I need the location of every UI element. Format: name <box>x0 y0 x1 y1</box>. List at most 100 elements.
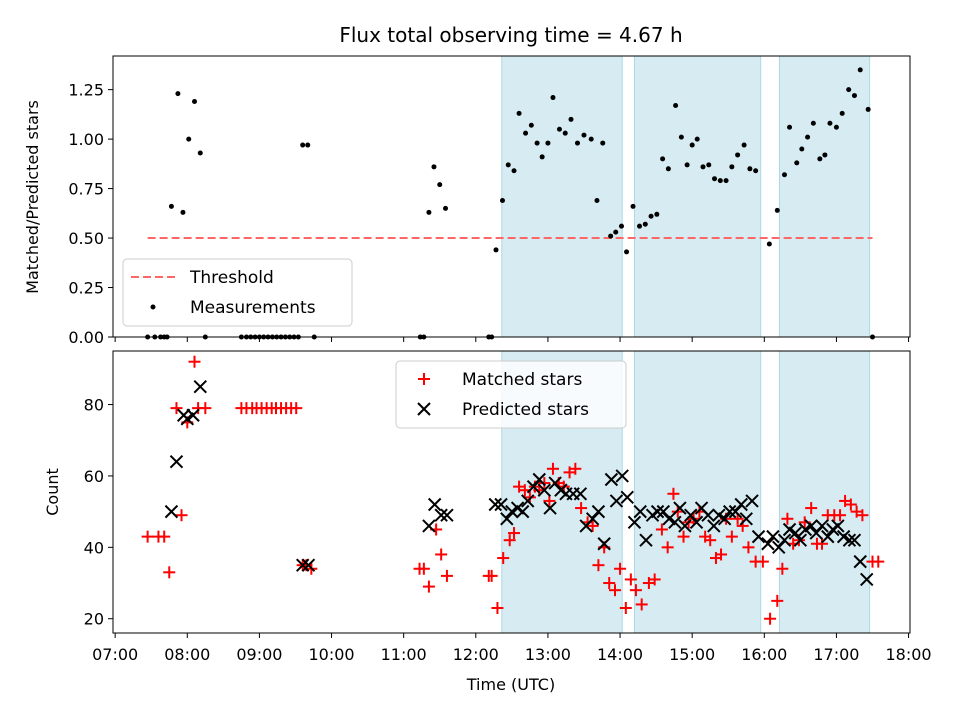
x-tick-label: 12:00 <box>453 645 499 664</box>
measurement-point <box>511 168 517 174</box>
measurement-point <box>729 164 735 170</box>
x-tick-label: 14:00 <box>597 645 643 664</box>
measurement-point <box>689 142 695 148</box>
measurement-point <box>741 142 747 148</box>
predicted-star-marker <box>668 515 682 530</box>
measurement-point <box>624 249 630 255</box>
predicted-star-marker <box>500 512 514 526</box>
measurement-point <box>505 162 511 168</box>
predicted-star-marker <box>793 533 808 547</box>
predicted-star-marker <box>620 490 634 505</box>
matched-star-marker <box>435 548 448 561</box>
measurement-point <box>594 197 600 203</box>
predicted-star-marker <box>821 529 835 544</box>
measurement-point <box>827 120 833 126</box>
predicted-star-marker <box>537 483 552 497</box>
predicted-star-marker <box>615 469 629 483</box>
x-tick-label: 15:00 <box>669 645 715 664</box>
legend-matched-label: Matched stars <box>462 370 582 390</box>
measurement-point <box>735 152 741 158</box>
x-tick-label: 08:00 <box>164 645 210 664</box>
predicted-star-marker <box>639 533 653 547</box>
predicted-star-marker <box>169 454 184 469</box>
y-tick-label: 1.25 <box>68 81 104 100</box>
predicted-star-marker <box>494 497 508 512</box>
predicted-star-marker <box>751 529 766 544</box>
measurement-point <box>493 247 499 253</box>
matched-star-marker <box>569 462 582 475</box>
measurement-point <box>684 162 690 168</box>
predicted-star-marker <box>678 519 692 533</box>
measurement-point <box>300 142 306 148</box>
predicted-star-marker <box>295 558 310 572</box>
predicted-stars-points <box>164 379 874 587</box>
measurement-point <box>648 213 654 219</box>
matched-star-marker <box>677 530 690 543</box>
predicted-star-marker <box>766 529 780 544</box>
predicted-star-marker <box>722 504 737 519</box>
predicted-star-marker <box>831 519 845 533</box>
matched-star-marker <box>497 552 510 565</box>
legend-measurements-swatch <box>150 304 156 310</box>
measurement-point <box>516 110 522 116</box>
bottom-axes-frame <box>112 350 911 634</box>
predicted-star-marker <box>739 512 753 526</box>
matched-star-marker <box>575 502 588 515</box>
predicted-star-marker <box>627 515 642 530</box>
top-legend: Threshold Measurements <box>122 258 353 327</box>
measurement-point <box>197 150 203 156</box>
x-tick-label: 11:00 <box>381 645 427 664</box>
measurement-point <box>787 124 793 130</box>
predicted-star-marker <box>186 408 200 422</box>
measurement-point <box>168 203 174 209</box>
x-tick-label: 16:00 <box>741 645 787 664</box>
matched-star-marker <box>725 530 738 543</box>
measurement-point <box>528 122 534 128</box>
legend-predicted-swatch <box>417 402 431 416</box>
measurement-point <box>618 223 624 229</box>
matched-star-marker <box>508 527 521 540</box>
top-shaded-intervals <box>501 55 871 338</box>
measurement-point <box>723 178 729 184</box>
predicted-star-marker <box>488 497 502 512</box>
measurement-point <box>175 91 181 97</box>
measurement-point <box>810 120 816 126</box>
measurement-point <box>574 140 580 146</box>
measurement-point <box>539 154 545 160</box>
x-tick-label: 07:00 <box>92 645 138 664</box>
y-tick-label: 20 <box>84 610 104 629</box>
measurement-point <box>694 136 700 142</box>
matched-star-marker <box>609 584 622 597</box>
shaded-interval <box>633 55 762 338</box>
predicted-star-marker <box>804 519 818 533</box>
top-panel: 0.00 0.25 0.50 0.75 1.00 1.25 Flux total obse… <box>23 23 911 347</box>
predicted-star-marker <box>515 504 530 519</box>
measurement-point <box>305 142 311 148</box>
matched-star-marker <box>417 562 430 575</box>
matched-star-marker <box>715 548 728 561</box>
bottom-x-ticks: 07:00 08:00 09:00 10:00 11:00 12:00 13:00 14:00… <box>92 633 932 664</box>
predicted-star-marker <box>853 554 867 569</box>
matched-star-marker <box>624 573 637 586</box>
measurement-point <box>660 156 666 162</box>
matched-star-marker <box>163 566 176 579</box>
x-tick-label: 13:00 <box>525 645 571 664</box>
measurement-point <box>839 110 845 116</box>
measurement-point <box>817 156 823 162</box>
measurement-point <box>700 164 706 170</box>
x-axis-label: Time (UTC) <box>466 675 555 694</box>
predicted-star-marker <box>745 494 759 508</box>
y-tick-label: 80 <box>84 396 104 415</box>
y-tick-label: 0.75 <box>68 180 104 199</box>
y-tick-label: 1.00 <box>68 130 104 149</box>
bottom-y-axis-label: Count <box>43 468 62 516</box>
y-tick-label: 0.25 <box>68 279 104 298</box>
matched-star-marker <box>667 487 680 500</box>
matched-star-marker <box>422 580 435 593</box>
measurement-point <box>654 211 660 217</box>
predicted-star-marker <box>701 508 715 522</box>
predicted-star-marker <box>815 519 829 533</box>
measurement-point <box>642 221 648 227</box>
bottom-legend-box <box>395 360 627 429</box>
